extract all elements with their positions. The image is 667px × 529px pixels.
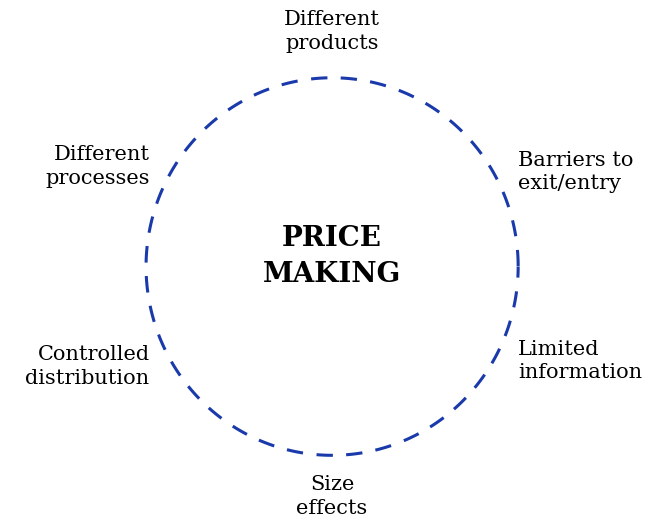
Text: Size
effects: Size effects (296, 475, 368, 518)
Text: Different
products: Different products (284, 11, 380, 53)
Text: PRICE
MAKING: PRICE MAKING (263, 225, 402, 288)
Text: Controlled
distribution: Controlled distribution (25, 345, 149, 388)
Text: Limited
information: Limited information (518, 340, 642, 382)
Text: Different
processes: Different processes (45, 145, 149, 188)
Text: Barriers to
exit/entry: Barriers to exit/entry (518, 151, 634, 194)
